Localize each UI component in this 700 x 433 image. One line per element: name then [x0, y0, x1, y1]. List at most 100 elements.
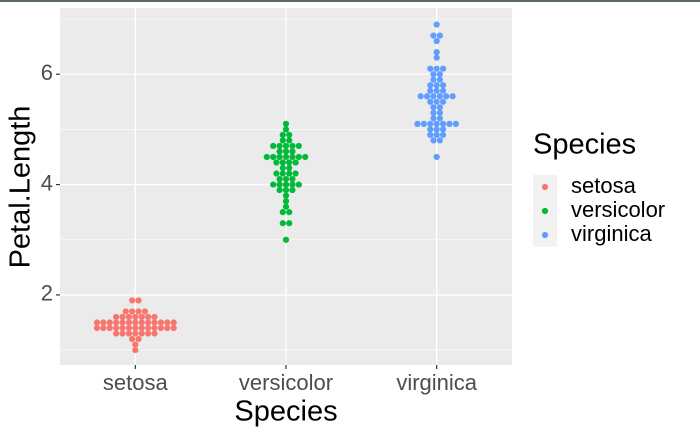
point: [417, 93, 424, 100]
point: [279, 159, 286, 166]
point: [436, 71, 443, 78]
legend-marker: [541, 183, 549, 191]
point: [129, 297, 136, 304]
point: [286, 170, 293, 177]
point: [119, 324, 126, 332]
legend-label: setosa: [571, 173, 637, 198]
point: [439, 120, 447, 127]
point: [423, 93, 431, 100]
point: [292, 170, 299, 177]
point: [279, 131, 286, 139]
point: [151, 324, 158, 332]
point: [436, 115, 443, 122]
point: [106, 319, 113, 326]
point: [433, 82, 440, 89]
point: [132, 324, 139, 332]
point: [430, 137, 437, 144]
x-tick-label: virginica: [396, 370, 477, 395]
point: [276, 142, 283, 150]
point: [295, 142, 302, 150]
point: [276, 148, 283, 155]
point: [157, 319, 165, 326]
point: [135, 297, 142, 304]
point: [439, 65, 447, 72]
point: [430, 104, 437, 111]
y-tick-label: 2: [41, 281, 53, 306]
point: [427, 87, 434, 94]
point: [433, 126, 440, 133]
point: [125, 313, 133, 321]
point: [433, 38, 440, 45]
point: [132, 319, 139, 326]
top-border: [0, 0, 700, 2]
y-tick-label: 6: [41, 60, 53, 85]
point: [433, 131, 440, 139]
point: [443, 93, 450, 100]
point: [295, 181, 302, 188]
point: [427, 82, 434, 89]
point: [151, 319, 158, 326]
point: [430, 115, 437, 122]
point: [452, 120, 459, 127]
y-tick-label: 4: [41, 170, 53, 195]
point: [286, 164, 293, 172]
point: [282, 120, 290, 127]
point: [119, 330, 126, 337]
point: [132, 313, 139, 321]
point: [276, 153, 283, 161]
point: [430, 32, 437, 39]
point: [100, 319, 107, 326]
point: [433, 65, 440, 72]
point: [282, 142, 290, 150]
point: [145, 330, 152, 337]
point: [138, 319, 145, 326]
point: [289, 148, 296, 155]
point: [125, 330, 133, 337]
point: [282, 153, 290, 161]
point: [119, 319, 126, 326]
point: [433, 21, 440, 28]
point: [430, 76, 437, 83]
point: [286, 131, 293, 139]
point: [289, 181, 296, 188]
point: [135, 335, 142, 343]
point: [289, 186, 296, 194]
point: [138, 330, 145, 337]
point: [276, 181, 283, 188]
legend-label: virginica: [571, 221, 652, 246]
points: [93, 21, 459, 354]
point: [427, 120, 434, 127]
point: [439, 87, 447, 94]
legend-marker: [541, 207, 549, 215]
point: [151, 313, 158, 321]
point: [430, 93, 437, 100]
point: [433, 49, 440, 56]
point: [273, 159, 280, 166]
point: [433, 120, 440, 127]
point: [292, 159, 299, 166]
point: [289, 153, 296, 161]
legend-label: versicolor: [571, 197, 665, 222]
point: [433, 98, 440, 105]
point: [125, 324, 133, 332]
point: [157, 324, 165, 332]
point: [427, 131, 434, 139]
point: [433, 153, 440, 161]
point: [138, 324, 145, 332]
point: [113, 324, 120, 332]
point: [430, 71, 437, 78]
point: [270, 181, 277, 188]
point: [282, 175, 290, 183]
point: [282, 181, 290, 188]
point: [427, 98, 434, 105]
point: [113, 319, 120, 326]
point: [122, 308, 129, 315]
point: [430, 109, 437, 116]
point: [279, 209, 286, 216]
point: [170, 319, 177, 326]
point: [263, 153, 270, 161]
point: [113, 313, 120, 321]
point: [282, 186, 290, 194]
point: [439, 82, 447, 89]
